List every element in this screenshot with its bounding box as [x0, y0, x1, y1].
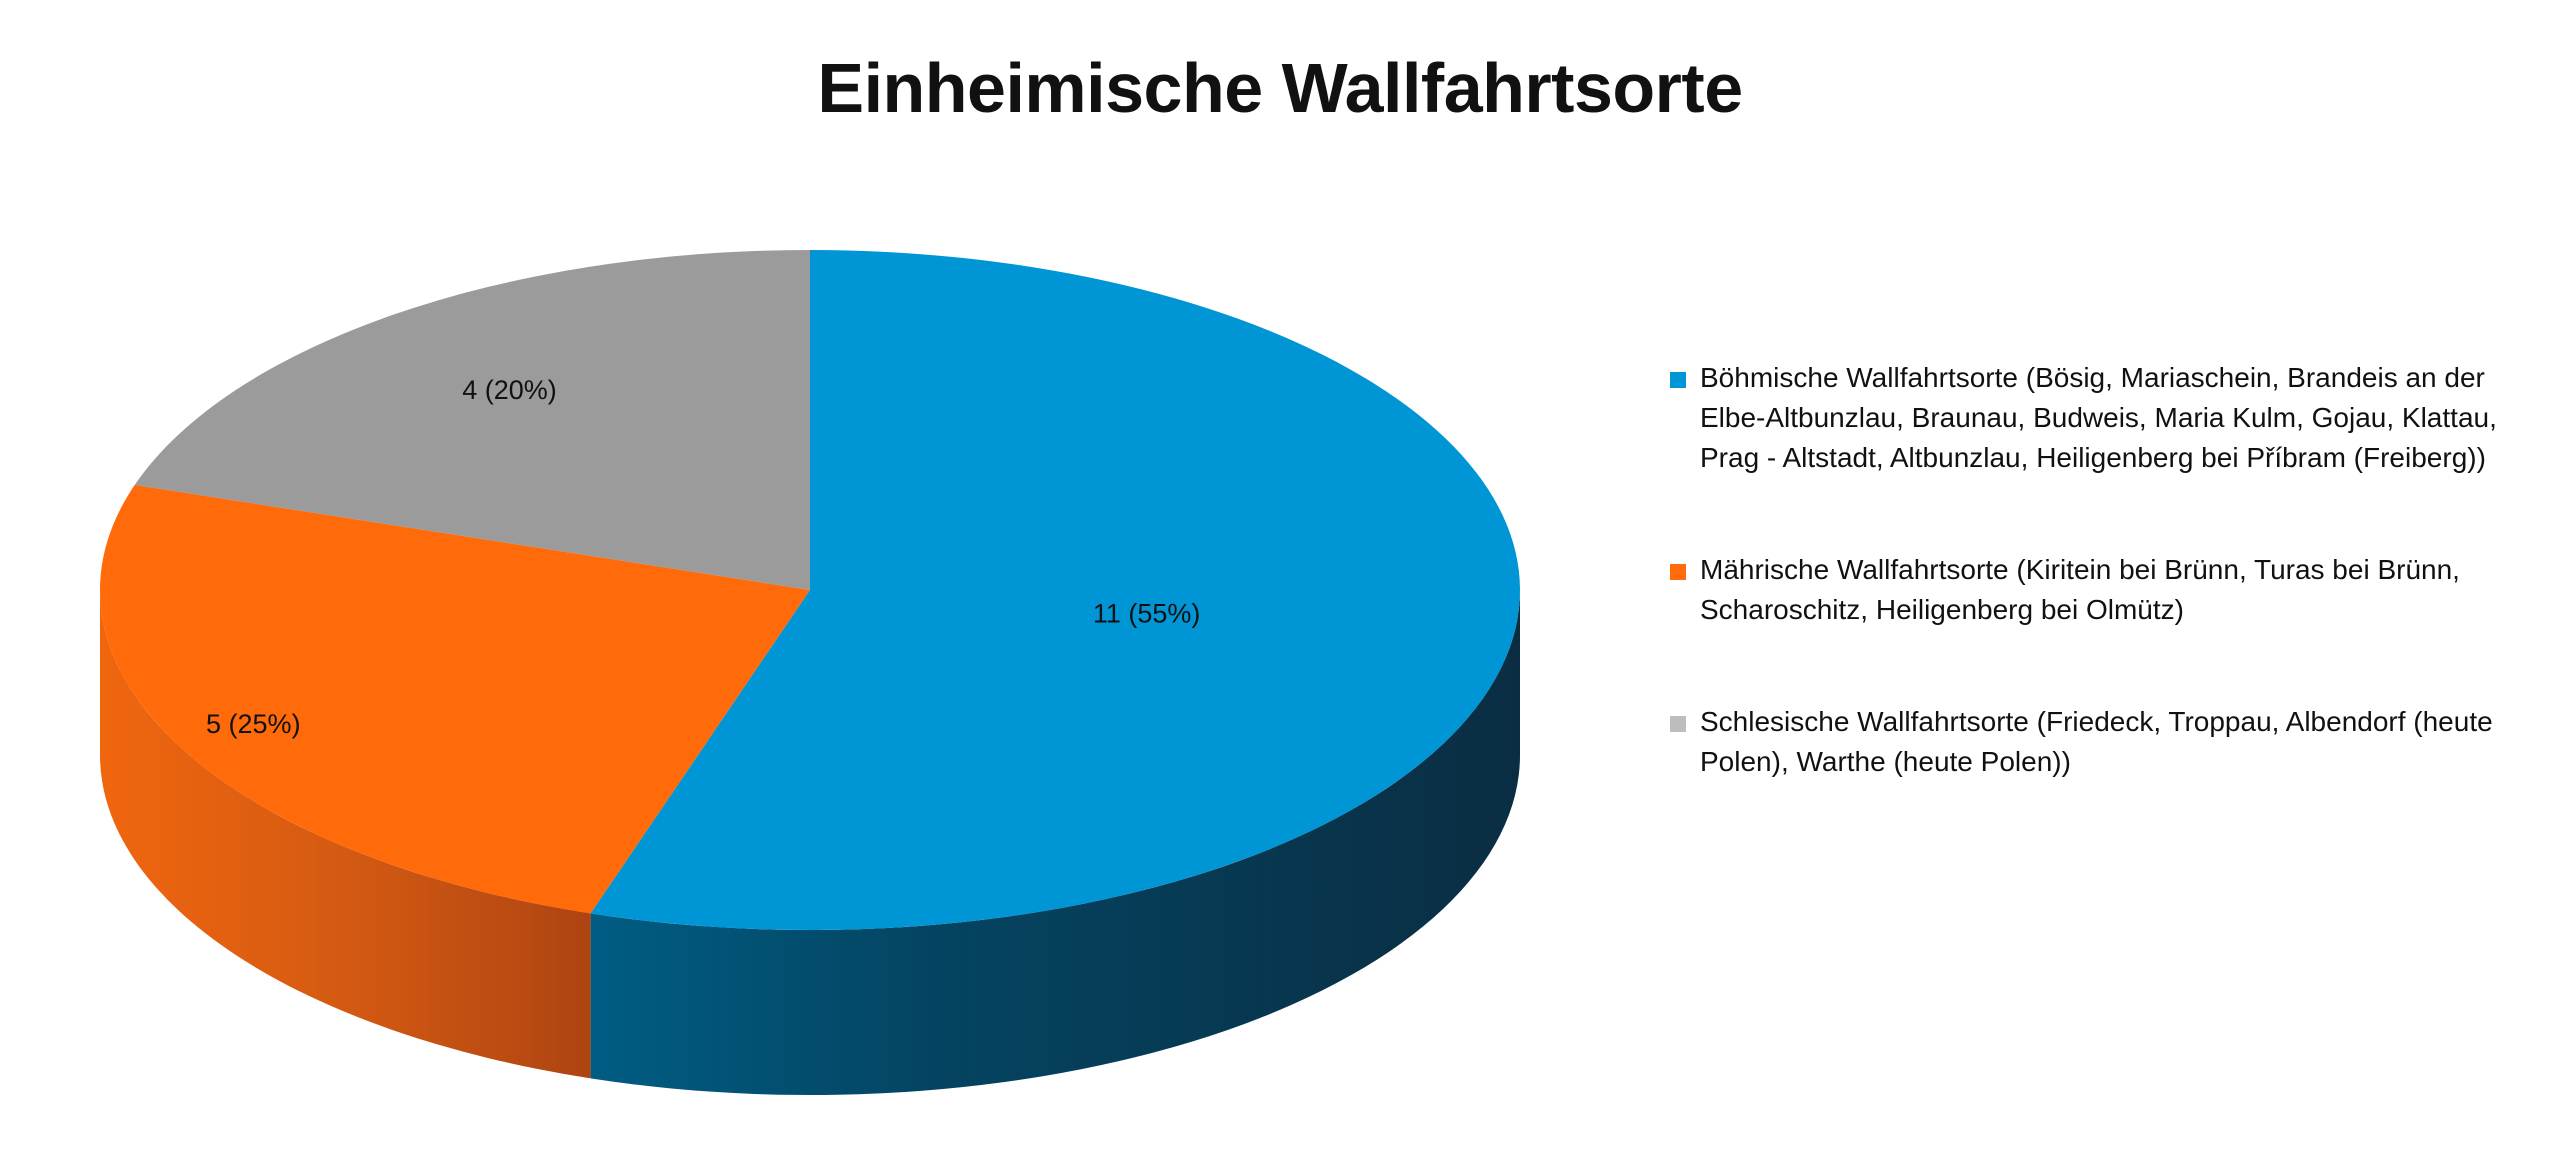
pie-side-walls	[100, 590, 1520, 1096]
legend-label-2: Schlesische Wallfahrtsorte (Friedeck, Tr…	[1700, 706, 2493, 777]
pie-side-1	[100, 590, 591, 1079]
legend-item-1: Mährische Wallfahrtsorte (Kiritein bei B…	[1670, 550, 2530, 630]
pie-slice-2	[134, 250, 810, 590]
legend: Böhmische Wallfahrtsorte (Bösig, Mariasc…	[1670, 358, 2530, 854]
data-label-1: 5 (25%)	[206, 709, 301, 739]
legend-swatch-1	[1670, 564, 1686, 580]
legend-swatch-2	[1670, 716, 1686, 732]
data-label-2: 4 (20%)	[462, 375, 557, 405]
data-label-0: 11 (55%)	[1093, 599, 1201, 629]
legend-item-2: Schlesische Wallfahrtsorte (Friedeck, Tr…	[1670, 702, 2530, 782]
chart-title: Einheimische Wallfahrtsorte	[817, 49, 1743, 127]
pie-slice-1	[99, 484, 810, 914]
pie-top-faces	[99, 250, 1520, 931]
legend-item-0: Böhmische Wallfahrtsorte (Bösig, Mariasc…	[1670, 358, 2530, 478]
legend-label-0: Böhmische Wallfahrtsorte (Bösig, Mariasc…	[1700, 362, 2497, 473]
pie-side-0	[590, 590, 1520, 1096]
legend-label-1: Mährische Wallfahrtsorte (Kiritein bei B…	[1700, 554, 2460, 625]
legend-swatch-0	[1670, 372, 1686, 388]
pie-slice-0	[590, 250, 1520, 931]
pie-data-labels: 11 (55%) 5 (25%) 4 (20%)	[206, 375, 1200, 739]
